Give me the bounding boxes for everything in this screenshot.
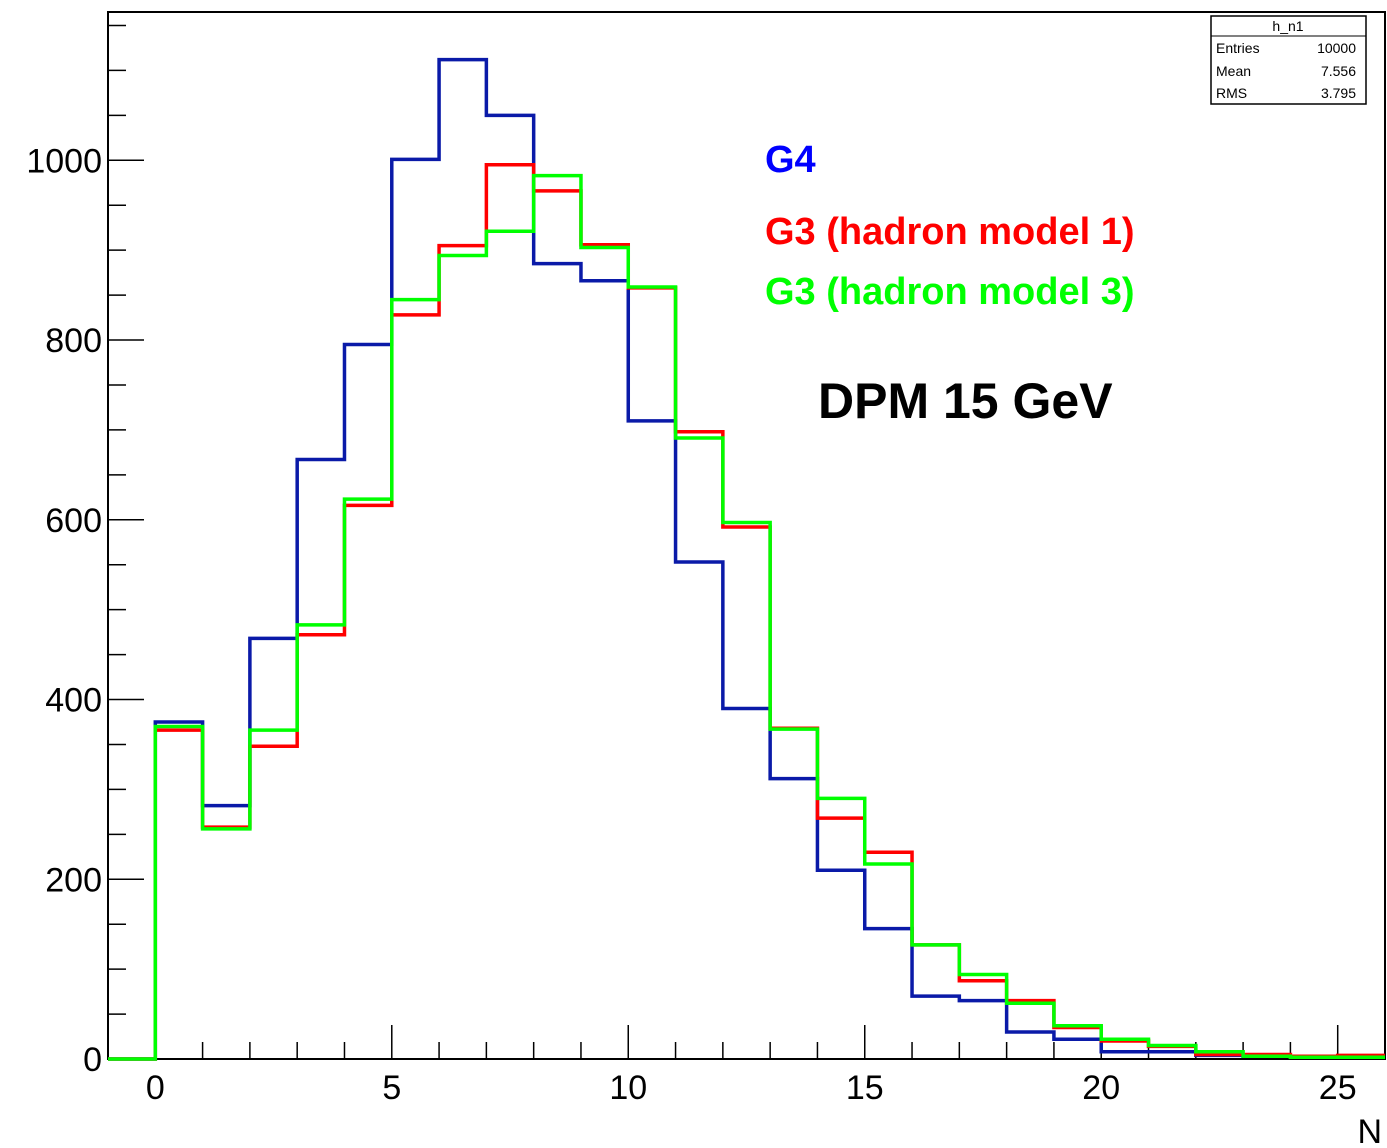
legend-label-g3-model3: G3 (hadron model 3) (765, 271, 1134, 313)
series-g4-line (108, 57, 1385, 1061)
y-tick-label: 200 (45, 861, 102, 899)
x-tick-label: 20 (1082, 1069, 1120, 1107)
x-tick-label: 5 (382, 1069, 401, 1107)
stats-mean-value: 7.556 (1321, 63, 1356, 79)
x-axis: 0 5 10 15 20 25 (146, 1025, 1386, 1107)
y-tick-label: 0 (83, 1041, 102, 1079)
y-tick-label: 400 (45, 682, 102, 720)
x-tick-label: 25 (1319, 1069, 1357, 1107)
stats-entries-label: Entries (1216, 40, 1260, 56)
stats-box: h_n1 Entries 10000 Mean 7.556 RMS 3.795 (1210, 15, 1367, 105)
x-tick-label: 15 (846, 1069, 884, 1107)
x-tick-label: 0 (146, 1069, 165, 1107)
y-axis: 0 200 400 600 800 1000 (26, 24, 144, 1079)
y-tick-label: 600 (45, 502, 102, 540)
legend-label-g4: G4 (765, 139, 816, 181)
y-tick-label: 800 (45, 322, 102, 360)
legend-label-g3-model1: G3 (hadron model 1) (765, 211, 1134, 253)
series-layer (108, 57, 1385, 1061)
annotation-dpm: DPM 15 GeV (818, 373, 1113, 429)
stats-rms-value: 3.795 (1321, 85, 1356, 101)
stats-rms-label: RMS (1216, 85, 1247, 101)
x-tick-label: 10 (609, 1069, 647, 1107)
x-axis-title: N (1357, 1113, 1382, 1148)
stats-title: h_n1 (1272, 18, 1303, 34)
stats-mean-label: Mean (1216, 63, 1251, 79)
series-g3-model1-line (108, 163, 1385, 1061)
stats-entries-value: 10000 (1317, 40, 1356, 56)
y-tick-label: 1000 (26, 142, 102, 180)
plot-frame (107, 11, 1386, 1060)
series-g3-model3-line (108, 173, 1385, 1061)
